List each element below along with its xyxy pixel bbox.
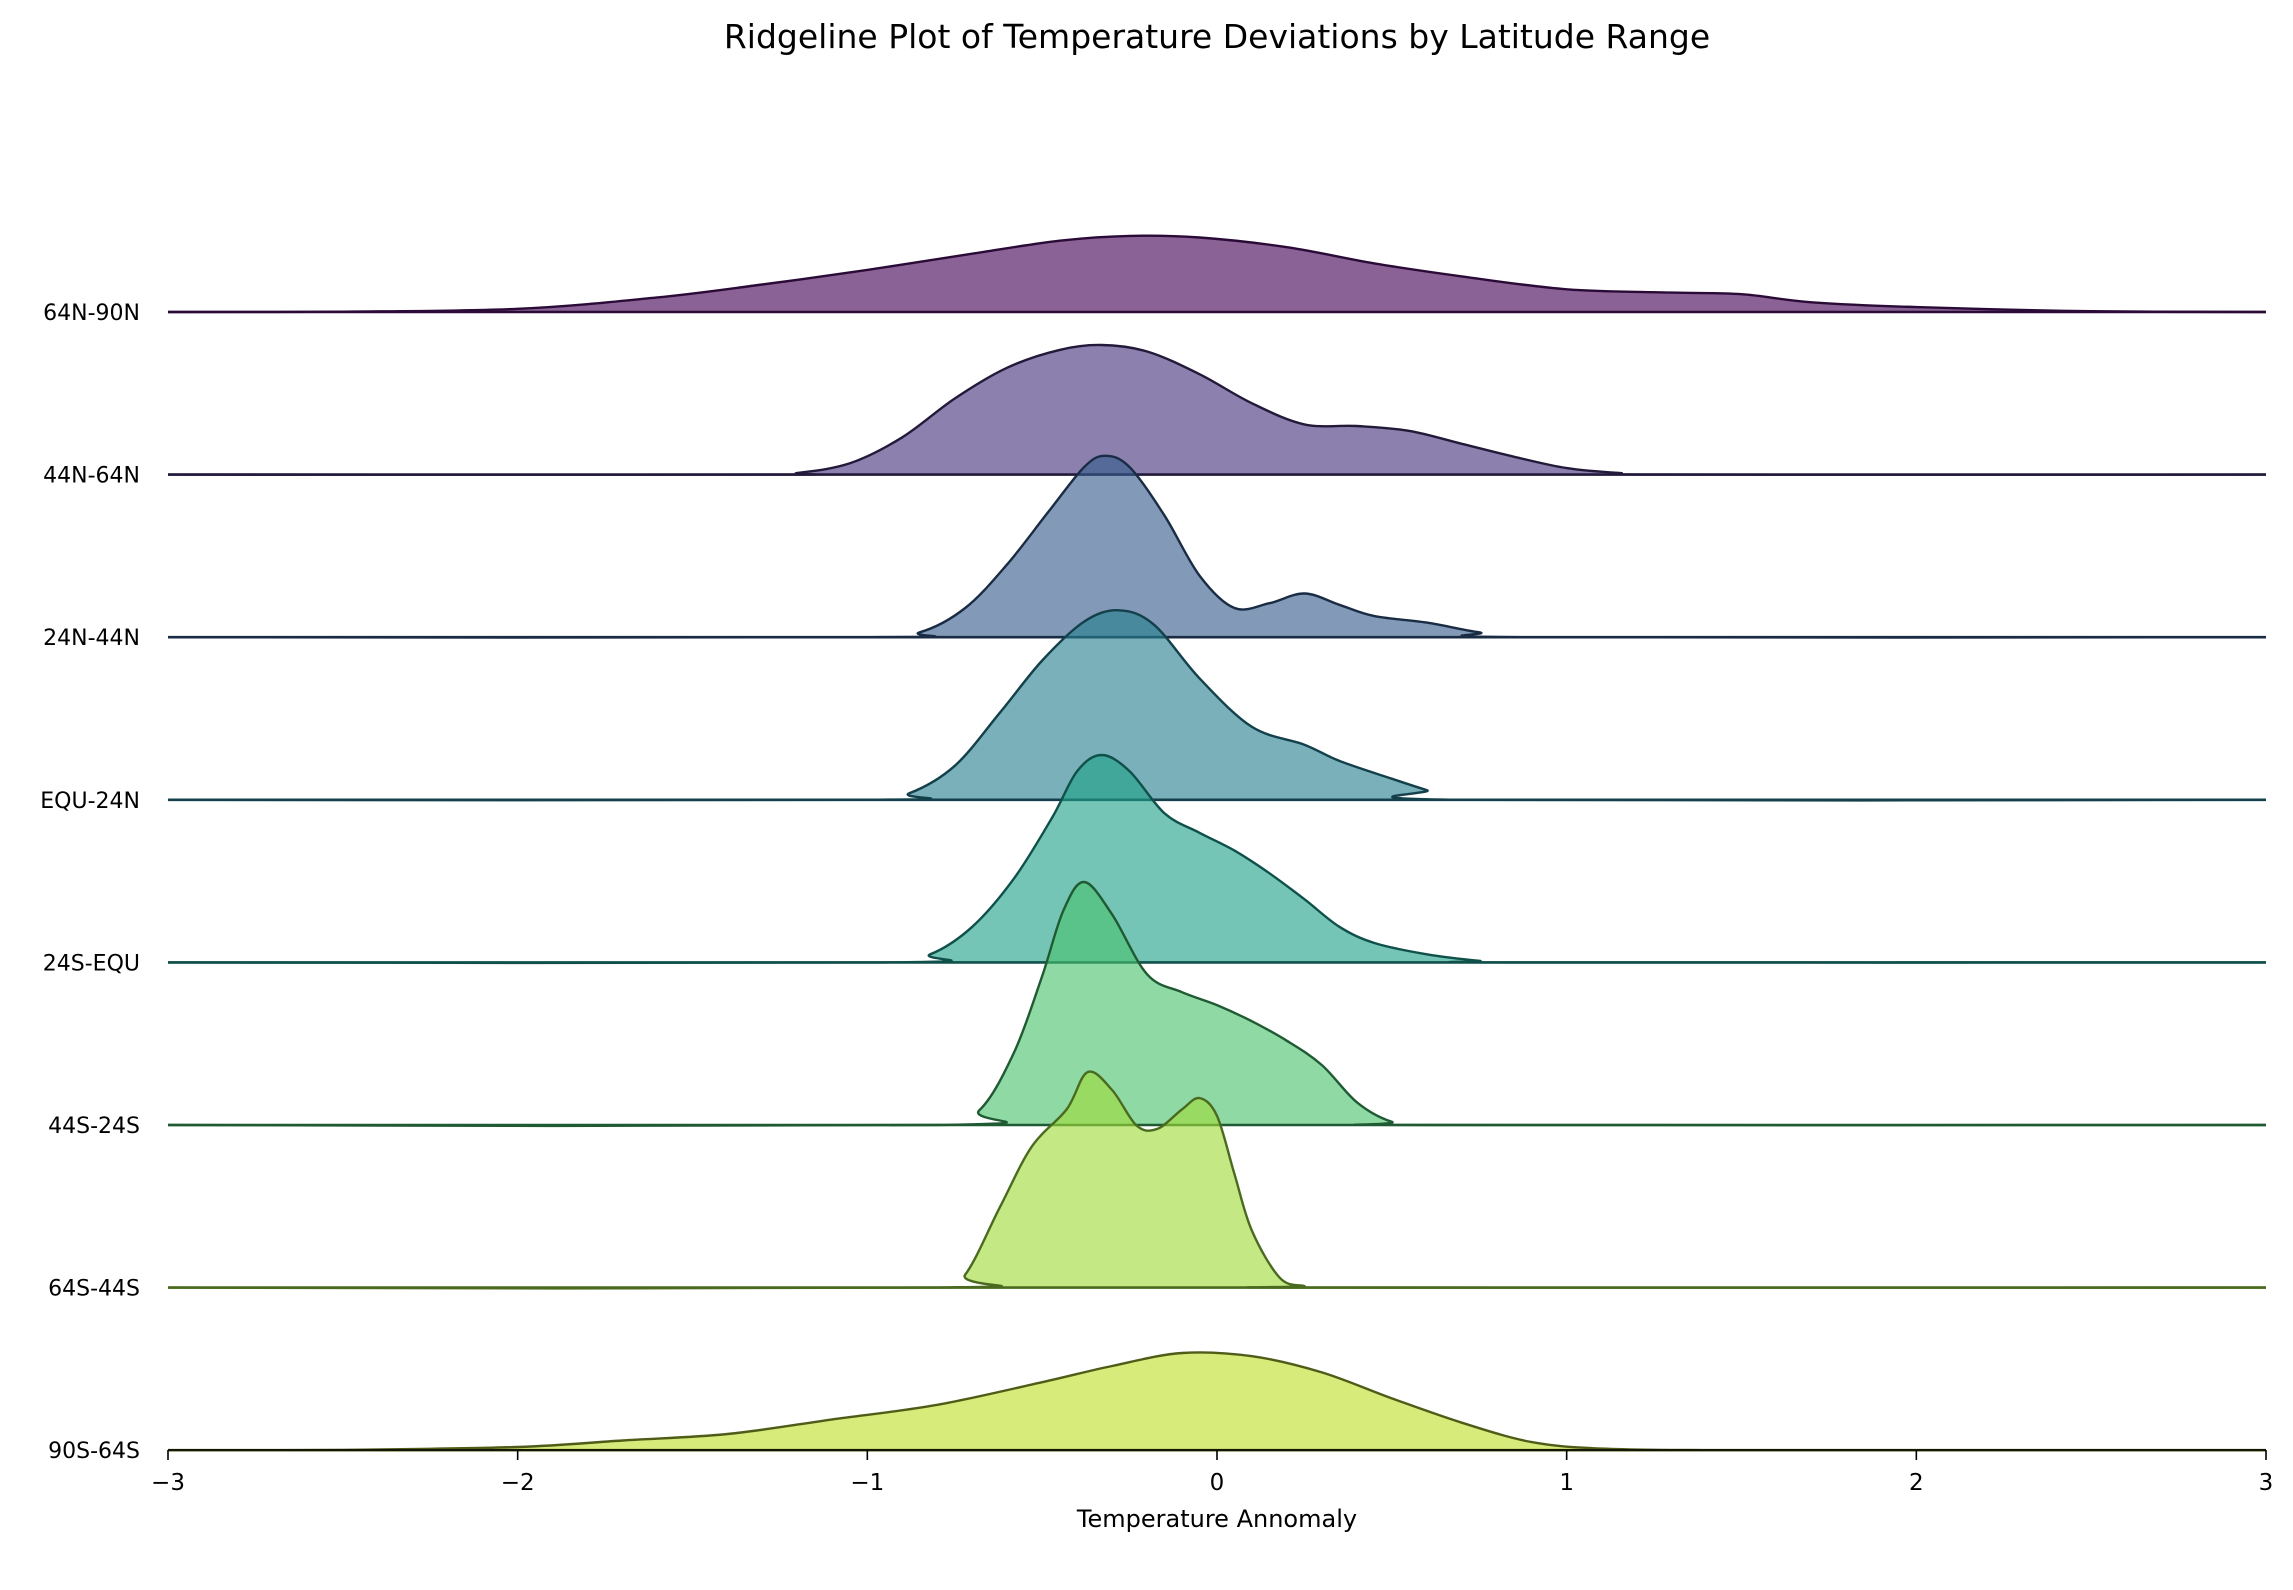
x-axis-label: Temperature Annomaly [1076,1505,1357,1533]
ridge-area [168,881,2266,1127]
y-tick-label: 24S-EQU [43,951,140,976]
x-tick-label: −2 [501,1470,535,1496]
x-tick-label: 2 [1909,1470,1924,1496]
y-labels-group: 64N-90N 44N-64N 24N-44N EQU-24N 24S-EQU 44S-2… [40,301,140,1464]
ridge-64n-90n [167,234,2267,314]
ridge-outline [167,234,2267,314]
ridge-24n-44n [167,454,2267,639]
ridge-area [168,235,2266,312]
ridge-outline [167,454,2267,639]
y-tick-label: 24N-44N [43,626,140,651]
y-tick-label: 44N-64N [43,464,140,489]
ridge-area [168,1352,2266,1451]
x-tick-label: −3 [151,1470,185,1496]
ridge-area [168,755,2266,964]
ridge-area [168,455,2266,638]
y-tick-label: EQU-24N [40,789,140,814]
ridge-area [168,610,2266,801]
ridge-24s-equ [167,753,2267,965]
ridge-44n-64n [167,343,2267,476]
ridge-64s-44s [167,1070,2267,1290]
ridge-area [168,344,2266,475]
ridge-area [168,1071,2266,1289]
y-tick-label: 64N-90N [43,301,140,326]
x-tick-label: 0 [1210,1470,1225,1496]
y-tick-label: 44S-24S [48,1114,140,1139]
y-tick-label: 64S-44S [48,1277,140,1302]
ridge-90s-64s [167,1351,2266,1452]
ridge-equ-24n [167,609,2267,802]
ridges-group [167,234,2267,1452]
x-tick-label: 3 [2259,1470,2274,1496]
x-tick-label: 1 [1559,1470,1574,1496]
x-tick-label: −1 [850,1470,884,1496]
x-axis: −3 −2 −1 0 1 2 3 [151,1449,2274,1496]
y-tick-label: 90S-64S [48,1439,140,1464]
chart-title: Ridgeline Plot of Temperature Deviations… [724,17,1710,56]
